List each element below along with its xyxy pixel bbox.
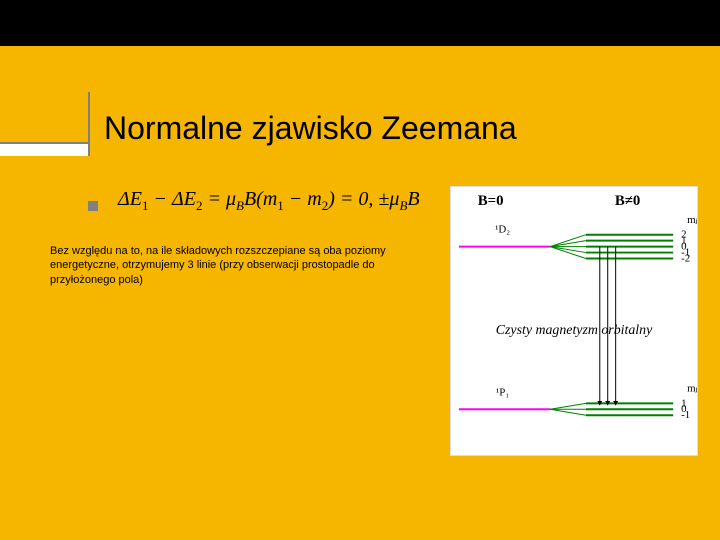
eq-dE2: ΔE bbox=[172, 188, 196, 210]
svg-text:B≠0: B≠0 bbox=[615, 193, 641, 209]
zeeman-equation: ΔE1 − ΔE2 = μBB(m1 − m2) = 0, ±μBB bbox=[118, 188, 420, 214]
eq-B2: B bbox=[407, 188, 419, 210]
corner-line-h bbox=[0, 142, 90, 144]
slide-title: Normalne zjawisko Zeemana bbox=[104, 110, 517, 147]
eq-B: B bbox=[244, 188, 256, 210]
eq-m2: m bbox=[307, 188, 321, 210]
eq-rp: ) bbox=[328, 188, 335, 210]
corner-accent-block bbox=[0, 142, 90, 156]
slide-canvas: Normalne zjawisko Zeemana ΔE1 − ΔE2 = μB… bbox=[0, 46, 720, 540]
corner-line-v bbox=[88, 92, 90, 156]
svg-text:Czysty magnetyzm orbitalny: Czysty magnetyzm orbitalny bbox=[496, 323, 653, 338]
eq-mu2: μ bbox=[389, 188, 399, 210]
energy-level-diagram: B=0B≠0¹D₂mⱼ210-1-2¹P₁mⱼ10-1Czysty magnet… bbox=[450, 186, 698, 456]
eq-dE1: ΔE bbox=[118, 188, 142, 210]
svg-text:¹P₁: ¹P₁ bbox=[496, 386, 509, 398]
eq-subB: B bbox=[236, 198, 244, 213]
svg-text:-1: -1 bbox=[681, 409, 690, 421]
body-paragraph: Bez względu na to, na ile składowych roz… bbox=[50, 244, 420, 287]
svg-text:mⱼ: mⱼ bbox=[687, 382, 697, 394]
eq-eq2: = 0, ± bbox=[335, 188, 389, 210]
svg-text:mⱼ: mⱼ bbox=[687, 214, 697, 226]
eq-mu: μ bbox=[226, 188, 236, 210]
eq-eq: = bbox=[202, 188, 226, 210]
eq-m1: m bbox=[263, 188, 277, 210]
svg-text:-2: -2 bbox=[681, 252, 690, 264]
svg-text:¹D₂: ¹D₂ bbox=[495, 224, 510, 236]
eq-minus: − bbox=[148, 188, 172, 210]
bullet-square bbox=[88, 201, 98, 211]
eq-lp: ( bbox=[256, 188, 263, 210]
svg-text:B=0: B=0 bbox=[478, 193, 504, 209]
eq-minus2: − bbox=[284, 188, 308, 210]
